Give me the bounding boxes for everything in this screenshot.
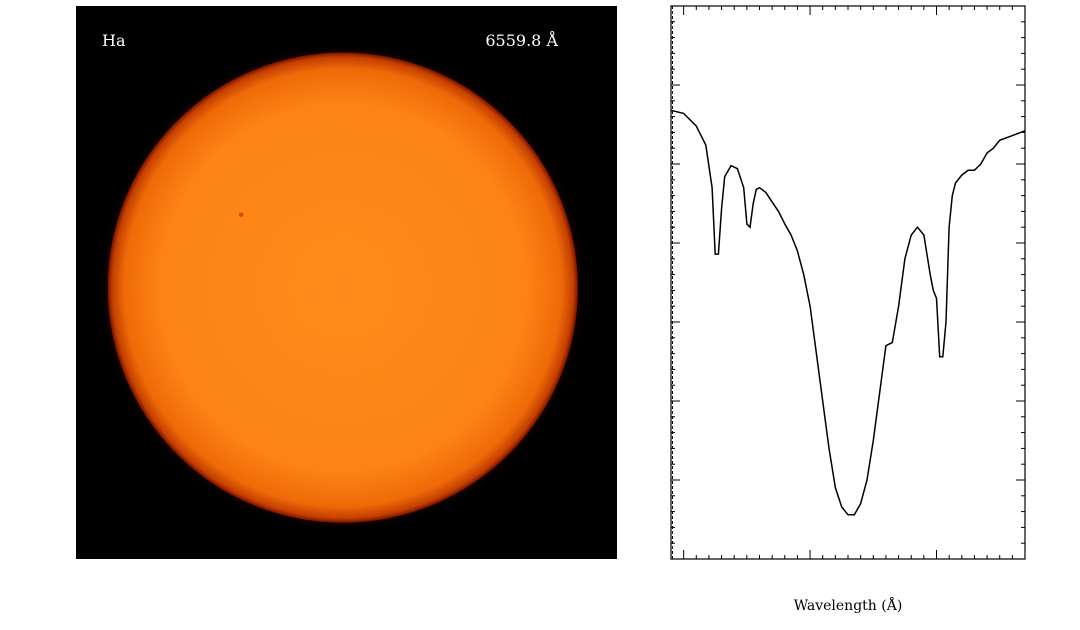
spectrum-line bbox=[670, 109, 1026, 516]
solar-image-panel: Ha 6559.8 Å bbox=[76, 6, 617, 559]
solar-disk bbox=[107, 52, 578, 523]
overlay-line-name: Ha bbox=[102, 31, 126, 50]
overlay-wavelength: 6559.8 Å bbox=[485, 30, 558, 50]
sunspot-group bbox=[238, 212, 244, 217]
spectrum-ticks bbox=[671, 5, 1026, 560]
spectrum-panel: Wavelength (Å) bbox=[670, 5, 1026, 614]
sunspot bbox=[238, 212, 244, 217]
plot-frame bbox=[670, 5, 1026, 560]
x-axis-title: Wavelength (Å) bbox=[794, 596, 903, 614]
